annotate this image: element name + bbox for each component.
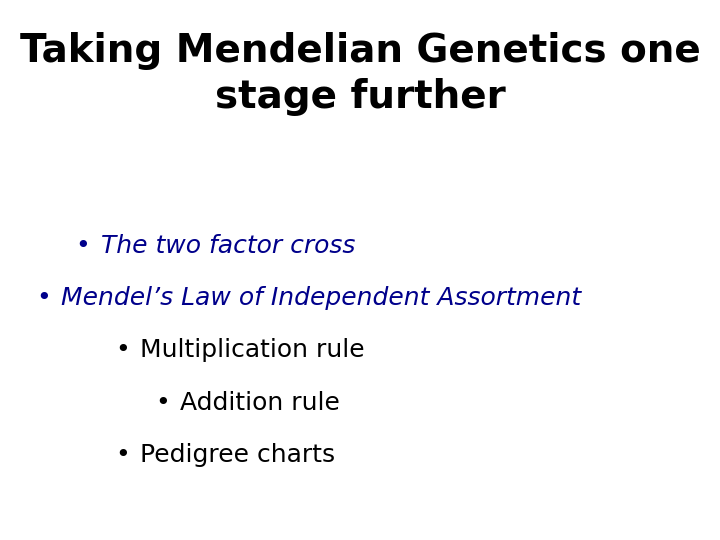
Text: Mendel’s Law of Independent Assortment: Mendel’s Law of Independent Assortment — [61, 286, 581, 310]
Text: The two factor cross: The two factor cross — [101, 234, 355, 258]
Text: •: • — [155, 391, 169, 415]
Text: Addition rule: Addition rule — [180, 391, 340, 415]
Text: Multiplication rule: Multiplication rule — [140, 339, 365, 362]
Text: Taking Mendelian Genetics one
stage further: Taking Mendelian Genetics one stage furt… — [19, 32, 701, 116]
Text: •: • — [76, 234, 90, 258]
Text: •: • — [36, 286, 50, 310]
Text: •: • — [115, 339, 130, 362]
Text: Pedigree charts: Pedigree charts — [140, 443, 336, 467]
Text: •: • — [115, 443, 130, 467]
